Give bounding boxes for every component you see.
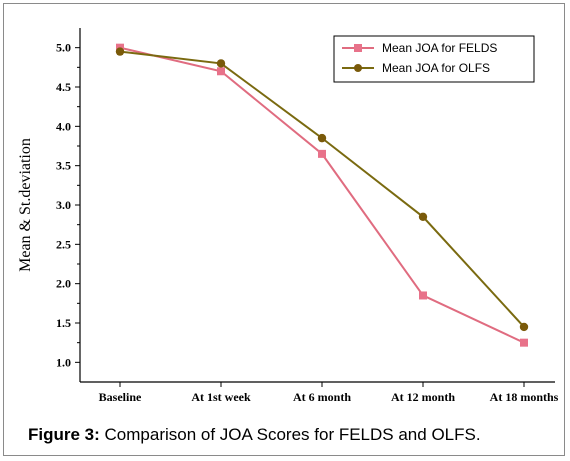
y-tick-label: 5.0 [56, 41, 71, 55]
legend-box [333, 35, 535, 83]
data-point-felds [217, 67, 225, 76]
y-tick-label: 4.0 [56, 119, 71, 133]
y-tick-label: 4.5 [56, 80, 71, 94]
data-point-felds [419, 291, 427, 300]
y-tick-label: 1.5 [56, 316, 71, 330]
series-line-1 [119, 50, 525, 328]
data-point-felds [318, 149, 326, 158]
legend-entry-label: Mean JOA for FELDS [382, 41, 497, 55]
x-tick-label: Baseline [99, 390, 142, 404]
caption-label: Figure 3: [28, 425, 100, 444]
y-tick-label: 3.5 [56, 159, 71, 173]
data-point-olfs [216, 59, 226, 68]
y-axis-label: Mean & St.deviation [17, 138, 34, 272]
data-point-olfs [519, 322, 529, 332]
caption-text: Comparison of JOA Scores for FELDS and O… [99, 425, 481, 444]
series-line-0 [119, 46, 525, 344]
legend-entry-label: Mean JOA for OLFS [382, 61, 490, 75]
y-tick-label: 1.0 [56, 355, 71, 369]
y-tick-label: 3.0 [56, 198, 71, 212]
y-tick-label: 2.0 [56, 277, 71, 291]
y-tick-label: 2.5 [56, 237, 71, 251]
figure-caption: Figure 3: Comparison of JOA Scores for F… [28, 425, 481, 445]
x-tick-label: At 6 month [293, 390, 351, 404]
x-tick-label: At 18 months [490, 390, 559, 404]
data-point-olfs [418, 212, 428, 221]
x-tick-label: At 1st week [191, 390, 251, 404]
legend-marker-felds [354, 44, 362, 52]
x-tick-label: At 12 month [391, 390, 455, 404]
data-point-olfs [115, 47, 125, 56]
data-point-felds [520, 338, 528, 347]
legend-marker-olfs [354, 64, 362, 72]
data-point-olfs [317, 133, 327, 143]
